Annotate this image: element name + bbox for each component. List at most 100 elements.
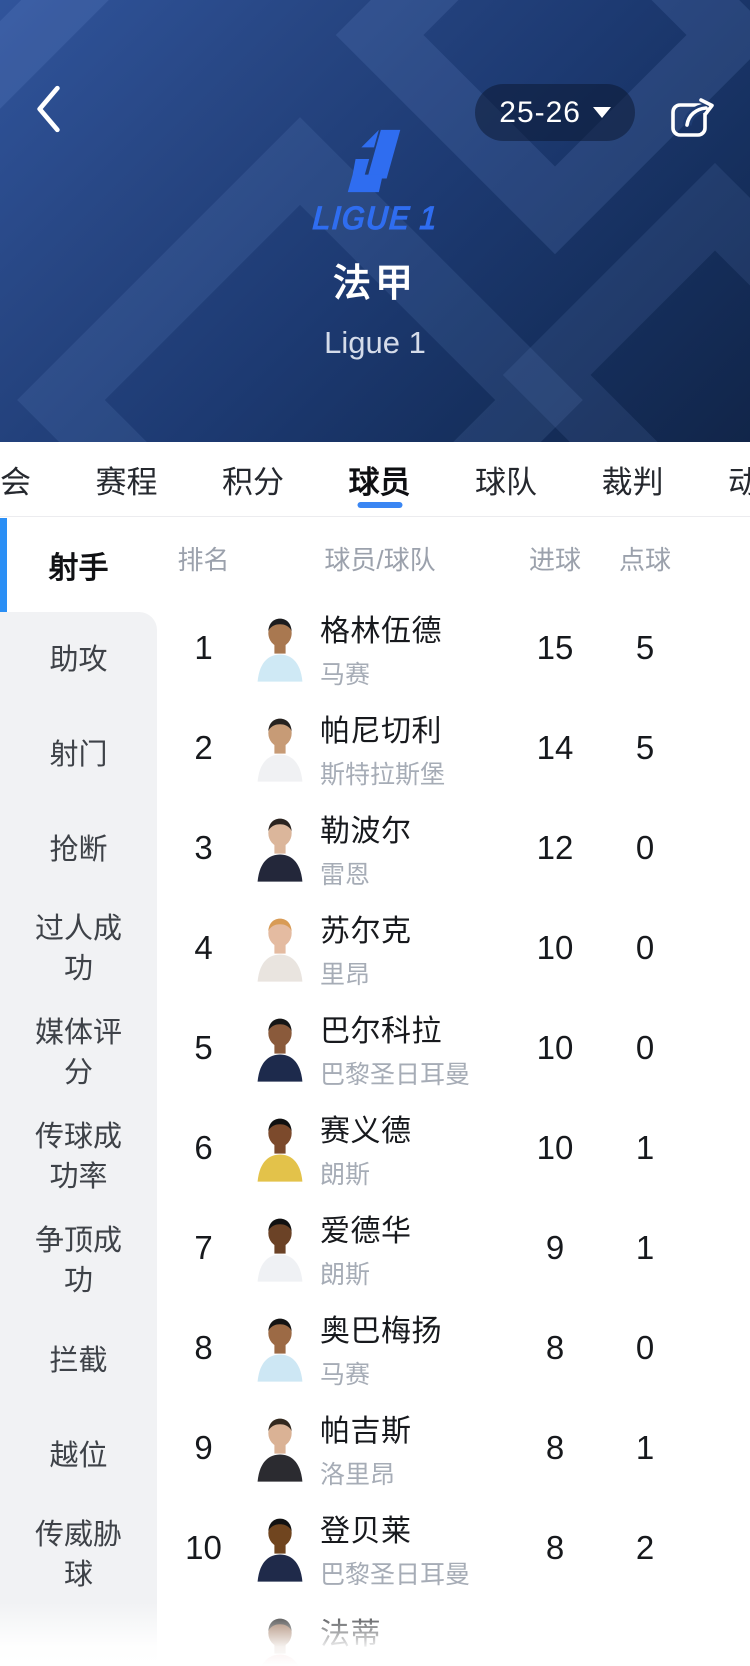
table-row[interactable]: 9 帕吉斯 洛里昂: [157, 1398, 750, 1498]
penalties-value: 5: [635, 729, 655, 766]
player-team: 雷恩: [320, 860, 371, 889]
sidebar-item-label: 媒体评分: [34, 1017, 122, 1089]
league-title-en: Ligue 1: [324, 325, 426, 360]
caret-down-icon: [593, 107, 611, 118]
player-name: 奥巴梅扬: [320, 1314, 442, 1348]
player-avatar: [250, 813, 310, 883]
player-avatar: [250, 713, 310, 783]
sidebar-item[interactable]: 传球成功率: [0, 1105, 157, 1209]
table-row[interactable]: 法蒂: [157, 1598, 750, 1666]
player-team: 斯特拉斯堡: [320, 760, 446, 789]
back-chevron-icon: [37, 85, 60, 133]
sidebar-panel: 助攻 射门 抢断 过人成功 媒体评分 传球成功率 争顶成功 拦截: [0, 612, 157, 1666]
season-selector[interactable]: 25-26: [475, 84, 635, 141]
player-info: 登贝莱 巴黎圣日耳曼: [320, 1506, 510, 1591]
sidebar-item[interactable]: 争顶成功: [0, 1209, 157, 1313]
player-info: 法蒂: [320, 1609, 510, 1666]
player-team: 巴黎圣日耳曼: [320, 1560, 471, 1589]
sidebar-item[interactable]: 射门: [0, 707, 157, 802]
sidebar-item[interactable]: 传威胁球: [0, 1503, 157, 1607]
goals-value: 14: [536, 729, 574, 766]
player-info: 帕吉斯 洛里昂: [320, 1406, 510, 1491]
tab-label: 裁判: [601, 464, 664, 500]
sidebar-item-label: 拦截: [49, 1344, 108, 1377]
table-row[interactable]: 2 帕尼切利 斯特拉斯堡: [157, 698, 750, 798]
sidebar-item-label: 过人成功: [34, 913, 122, 985]
tab[interactable]: 裁判: [602, 442, 664, 516]
player-avatar: [250, 1313, 310, 1383]
tab[interactable]: 球队: [475, 442, 537, 516]
player-avatar: [250, 1113, 310, 1183]
sidebar-item-label: 射门: [49, 738, 108, 771]
player-avatar: [250, 613, 310, 683]
tab[interactable]: 积分: [222, 442, 284, 516]
goals-value: 8: [545, 1329, 565, 1366]
tab-label: 积分: [222, 464, 284, 500]
tab-label: 球员: [348, 464, 411, 500]
table-header-row: 排名 球员/球队 进球 点球: [157, 518, 750, 598]
penalties-value: 0: [635, 1029, 655, 1066]
penalties-value: 0: [635, 829, 655, 866]
player-team: 洛里昂: [320, 1460, 396, 1489]
tab[interactable]: 动态: [728, 442, 750, 516]
rank-value: 5: [194, 1029, 213, 1066]
player-name: 登贝莱: [320, 1514, 412, 1548]
penalties-value: 0: [635, 929, 655, 966]
table-row[interactable]: 3 勒波尔 雷恩 1: [157, 798, 750, 898]
table-row[interactable]: 10 登贝莱 巴黎圣日耳曼: [157, 1498, 750, 1598]
rank-value: 10: [185, 1529, 222, 1566]
sidebar-item-label: 传威胁球: [34, 1519, 122, 1591]
table-row[interactable]: 4 苏尔克 里昂 1: [157, 898, 750, 998]
tab[interactable]: 球员: [349, 442, 411, 516]
tab[interactable]: 会: [0, 442, 31, 516]
rank-value: 1: [194, 629, 213, 666]
table-body: 1 格林伍德 马赛: [157, 598, 750, 1666]
league-title-cn: 法甲: [332, 263, 417, 305]
top-scorers-table: 排名 球员/球队 进球 点球 1: [157, 518, 750, 1666]
tab[interactable]: 赛程: [96, 442, 158, 516]
sidebar-item[interactable]: 越位: [0, 1408, 157, 1503]
sidebar-item[interactable]: 抢断: [0, 802, 157, 897]
table-row[interactable]: 8 奥巴梅扬 马赛: [157, 1298, 750, 1398]
rank-value: 4: [194, 929, 213, 966]
penalties-value: 1: [635, 1129, 655, 1166]
player-name: 苏尔克: [320, 914, 412, 948]
goals-value: 10: [536, 1129, 574, 1166]
goals-value: 15: [536, 629, 574, 666]
back-button[interactable]: [24, 84, 72, 136]
table-row[interactable]: 6 赛义德 朗斯 1: [157, 1098, 750, 1198]
goals-value: 9: [545, 1229, 565, 1266]
sidebar-item[interactable]: 过人成功: [0, 897, 157, 1001]
goals-value: 10: [536, 929, 574, 966]
player-avatar: [250, 1513, 310, 1583]
sidebar-item-label: 越位: [49, 1439, 108, 1472]
player-name: 格林伍德: [320, 614, 442, 648]
sidebar-item-scorers[interactable]: 射手: [0, 518, 157, 612]
penalties-value: 5: [635, 629, 655, 666]
share-button[interactable]: [670, 96, 716, 140]
table-row[interactable]: 5 巴尔科拉 巴黎圣日耳曼: [157, 998, 750, 1098]
player-name: 勒波尔: [320, 814, 412, 848]
sidebar-item[interactable]: 媒体评分: [0, 1001, 157, 1105]
rank-value: 2: [194, 729, 213, 766]
player-name: 帕吉斯: [320, 1414, 412, 1448]
share-icon: [671, 98, 714, 137]
sidebar-item[interactable]: 助攻: [0, 612, 157, 707]
player-info: 帕尼切利 斯特拉斯堡: [320, 706, 510, 791]
player-team: 马赛: [320, 660, 371, 689]
season-label: 25-26: [499, 95, 581, 129]
penalties-value: 1: [635, 1229, 655, 1266]
table-row[interactable]: 1 格林伍德 马赛: [157, 598, 750, 698]
player-team: 朗斯: [320, 1260, 371, 1289]
player-team: 朗斯: [320, 1160, 371, 1189]
active-tab-underline: [357, 502, 402, 508]
penalties-value: 2: [635, 1529, 655, 1566]
rank-value: 6: [194, 1129, 213, 1166]
sidebar-item-label: 抢断: [49, 833, 108, 866]
tab-label: 赛程: [95, 464, 158, 500]
table-row[interactable]: 7 爱德华 朗斯 9: [157, 1198, 750, 1298]
rank-value: 8: [194, 1329, 213, 1366]
sidebar-item[interactable]: 拦截: [0, 1313, 157, 1408]
player-info: 巴尔科拉 巴黎圣日耳曼: [320, 1006, 510, 1091]
